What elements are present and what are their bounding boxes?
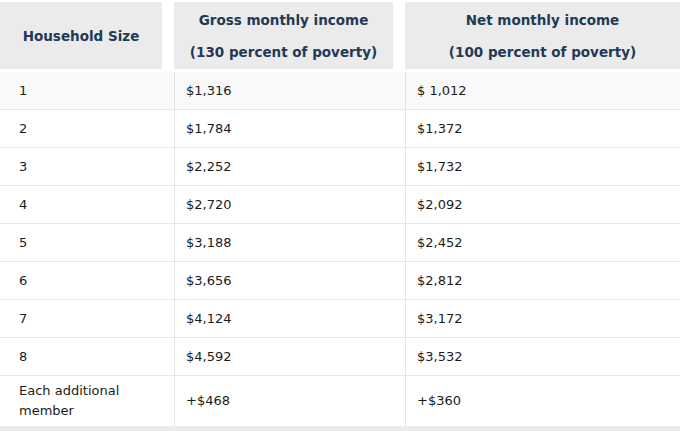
table-body: 1 $1,316 $ 1,012 2 $1,784 $1,372 3 $2,25…: [0, 72, 680, 426]
cell-net-income: $2,092: [405, 186, 680, 223]
table-row: 2 $1,784 $1,372: [0, 110, 680, 148]
cell-household-size: 5: [0, 224, 174, 261]
cell-net-income: $1,732: [405, 148, 680, 185]
cell-net-income: $ 1,012: [405, 72, 680, 109]
column-header-net-income: Net monthly income (100 percent of pover…: [405, 2, 680, 69]
cell-gross-income: +$468: [174, 376, 405, 426]
cell-net-income: $3,172: [405, 300, 680, 337]
cell-gross-income: $1,784: [174, 110, 405, 147]
column-header-household-size: Household Size: [0, 2, 174, 69]
cell-gross-income: $4,124: [174, 300, 405, 337]
cell-net-income: $3,532: [405, 338, 680, 375]
cell-household-size: 1: [0, 72, 174, 109]
table-row: 5 $3,188 $2,452: [0, 224, 680, 262]
income-eligibility-table-page: Household Size Gross monthly income (130…: [0, 0, 680, 431]
column-header-sublabel: (100 percent of poverty): [405, 43, 680, 61]
table-row: 1 $1,316 $ 1,012: [0, 72, 680, 110]
cell-household-size: Each additional member: [0, 376, 174, 426]
cell-gross-income: $1,316: [174, 72, 405, 109]
cell-household-size: 7: [0, 300, 174, 337]
cell-gross-income: $4,592: [174, 338, 405, 375]
column-header-label: Gross monthly income: [174, 11, 393, 29]
next-section-edge: [0, 426, 680, 431]
table-row: 3 $2,252 $1,732: [0, 148, 680, 186]
column-header-sublabel: (130 percent of poverty): [174, 43, 393, 61]
table-header-row: Household Size Gross monthly income (130…: [0, 2, 680, 69]
cell-household-size: 2: [0, 110, 174, 147]
cell-gross-income: $3,656: [174, 262, 405, 299]
cell-net-income: $2,812: [405, 262, 680, 299]
cell-household-size: 6: [0, 262, 174, 299]
cell-household-size: 3: [0, 148, 174, 185]
cell-net-income: $2,452: [405, 224, 680, 261]
cell-gross-income: $2,720: [174, 186, 405, 223]
table-row: 6 $3,656 $2,812: [0, 262, 680, 300]
table-row: 8 $4,592 $3,532: [0, 338, 680, 376]
cell-net-income: $1,372: [405, 110, 680, 147]
cell-household-size: 4: [0, 186, 174, 223]
cell-gross-income: $3,188: [174, 224, 405, 261]
table-row: 4 $2,720 $2,092: [0, 186, 680, 224]
cell-net-income: +$360: [405, 376, 680, 426]
cell-household-size: 8: [0, 338, 174, 375]
column-header-gross-income: Gross monthly income (130 percent of pov…: [174, 2, 405, 69]
cell-gross-income: $2,252: [174, 148, 405, 185]
table-row: 7 $4,124 $3,172: [0, 300, 680, 338]
table-row: Each additional member +$468 +$360: [0, 376, 680, 426]
column-header-label: Net monthly income: [405, 11, 680, 29]
column-header-label: Household Size: [0, 27, 162, 45]
